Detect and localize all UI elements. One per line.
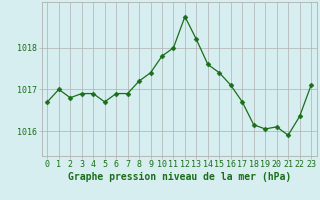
X-axis label: Graphe pression niveau de la mer (hPa): Graphe pression niveau de la mer (hPa) bbox=[68, 172, 291, 182]
